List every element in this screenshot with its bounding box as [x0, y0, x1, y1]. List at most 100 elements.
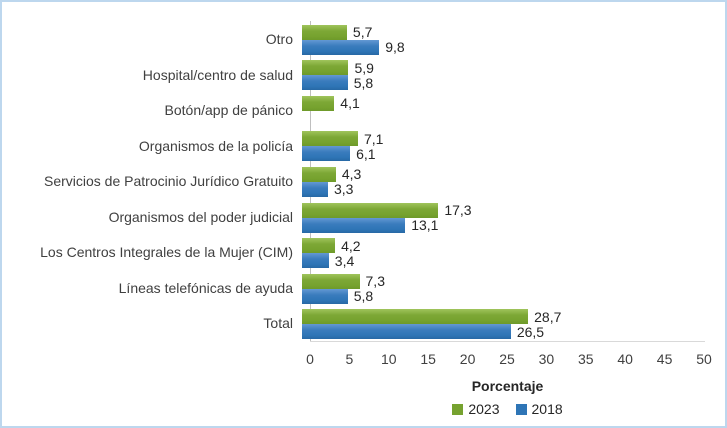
bar-pair: 4,3 3,3 [302, 166, 706, 198]
category-group: Botón/app de pánico 4,1 [2, 93, 706, 129]
bar-row-2023: 4,3 [302, 166, 706, 183]
category-group: Hospital/centro de salud 5,9 5,8 [2, 58, 706, 94]
legend-swatch-2023 [452, 403, 464, 415]
data-label: 6,1 [356, 145, 376, 162]
x-tick-label: 20 [459, 351, 476, 367]
bar-pair: 4,2 3,4 [302, 237, 706, 269]
category-group: Total 28,7 26,5 [2, 306, 706, 342]
bar-row-2023: 4,1 [302, 95, 706, 112]
category-group: Organismos del poder judicial 17,3 13,1 [2, 200, 706, 236]
bar-row-2023: 7,3 [302, 273, 706, 290]
data-label: 13,1 [411, 217, 439, 233]
bar-2023 [302, 202, 439, 218]
x-tick-label: 10 [381, 351, 397, 367]
data-label: 5,9 [354, 59, 374, 76]
data-label: 5,7 [352, 24, 373, 41]
x-axis-title: Porcentaje [471, 378, 544, 394]
data-label: 3,4 [334, 252, 355, 269]
data-label: 3,3 [334, 181, 354, 198]
x-tick-label: 5 [345, 351, 354, 367]
bar-row-2018: 6,1 [302, 145, 706, 162]
category-label: Total [263, 315, 293, 332]
legend-label-2018: 2018 [531, 401, 563, 417]
bar-row-2018: 3,3 [302, 181, 706, 198]
bar-pair: 28,7 26,5 [302, 308, 706, 340]
bar-2023 [302, 95, 335, 111]
data-label: 4,3 [341, 166, 362, 183]
data-label: 7,3 [365, 273, 385, 290]
bar-row-2018: 13,1 [302, 217, 706, 233]
bar-row-2023: 28,7 [302, 308, 706, 325]
bar-pair: 7,3 5,8 [302, 273, 706, 305]
bar-2018 [302, 253, 329, 269]
bar-pair: 7,1 6,1 [302, 130, 706, 162]
data-label: 7,1 [363, 130, 384, 147]
data-label: 9,8 [385, 39, 405, 56]
category-label: Organismos de la policía [138, 137, 293, 154]
bar-2018 [302, 217, 406, 233]
bar-row-2023: 4,2 [302, 237, 706, 254]
bar-2018 [302, 324, 511, 340]
category-group: Servicios de Patrocinio Jurídico Gratuit… [2, 164, 706, 200]
data-label: 5,8 [353, 74, 374, 91]
x-tick-label: 30 [538, 351, 555, 367]
bar-2023 [302, 60, 349, 76]
plot-area: Otro 5,7 9,8 Hospital/centro de salud 5,9 5,8… [2, 22, 706, 342]
data-label: 28,7 [534, 308, 562, 325]
bar-row-2018: 26,5 [302, 323, 706, 340]
data-label: 17,3 [444, 202, 472, 218]
bar-2023 [302, 238, 336, 254]
bar-2018 [302, 146, 351, 162]
bar-row-2018: 5,8 [302, 288, 706, 305]
category-group: Organismos de la policía 7,1 6,1 [2, 129, 706, 165]
bar-2023 [302, 131, 358, 147]
bar-row-2023: 5,9 [302, 59, 706, 76]
x-tick-label: 40 [617, 351, 633, 367]
bar-row-2023: 5,7 [302, 24, 706, 41]
legend-item-2018: 2018 [515, 401, 563, 417]
x-axis-line [310, 341, 705, 342]
x-tick-label: 45 [656, 351, 673, 367]
bar-2018 [302, 75, 348, 91]
bar-row-2023: 7,1 [302, 130, 706, 147]
category-group: Los Centros Integrales de la Mujer (CIM)… [2, 235, 706, 271]
x-tick-label: 15 [420, 351, 436, 367]
category-label: Servicios de Patrocinio Jurídico Gratuit… [44, 173, 293, 190]
category-label: Otro [265, 31, 293, 48]
x-tick-label: 0 [306, 351, 314, 367]
category-group: Líneas telefónicas de ayuda 7,3 5,8 [2, 271, 706, 307]
category-group: Otro 5,7 9,8 [2, 22, 706, 58]
data-label: 26,5 [516, 323, 545, 340]
category-label: Organismos del poder judicial [108, 208, 293, 225]
bar-pair: 4,1 [302, 95, 706, 126]
bar-pair: 5,7 9,8 [302, 24, 706, 56]
bar-2023 [302, 24, 347, 40]
data-label: 4,1 [340, 95, 360, 112]
bar-2018 [302, 288, 348, 304]
bar-row-2018: 9,8 [302, 39, 706, 56]
bar-2023 [302, 166, 336, 182]
x-tick-label: 35 [578, 351, 594, 367]
category-label: Líneas telefónicas de ayuda [118, 279, 293, 296]
bar-2018 [302, 181, 328, 197]
x-axis-ticks: 0 5 10 15 20 25 30 35 40 45 50 [306, 351, 712, 369]
bar-2023 [302, 309, 529, 325]
bar-row-2023: 17,3 [302, 202, 706, 218]
bar-2023 [302, 273, 360, 289]
x-tick-label: 50 [696, 351, 712, 367]
legend: 2023 2018 [310, 401, 705, 417]
data-label: 5,8 [353, 288, 374, 305]
bar-row-2018 [302, 111, 706, 126]
x-tick-label: 25 [499, 351, 515, 367]
category-label: Los Centros Integrales de la Mujer (CIM) [40, 244, 293, 261]
legend-item-2023: 2023 [452, 401, 500, 417]
category-label: Botón/app de pánico [164, 102, 293, 119]
bar-pair: 5,9 5,8 [302, 59, 706, 91]
data-label: 4,2 [341, 237, 361, 254]
legend-swatch-2018 [515, 403, 527, 415]
category-label: Hospital/centro de salud [142, 66, 293, 83]
bar-pair: 17,3 13,1 [302, 202, 706, 233]
bar-2018 [302, 39, 380, 55]
bar-row-2018: 3,4 [302, 252, 706, 269]
